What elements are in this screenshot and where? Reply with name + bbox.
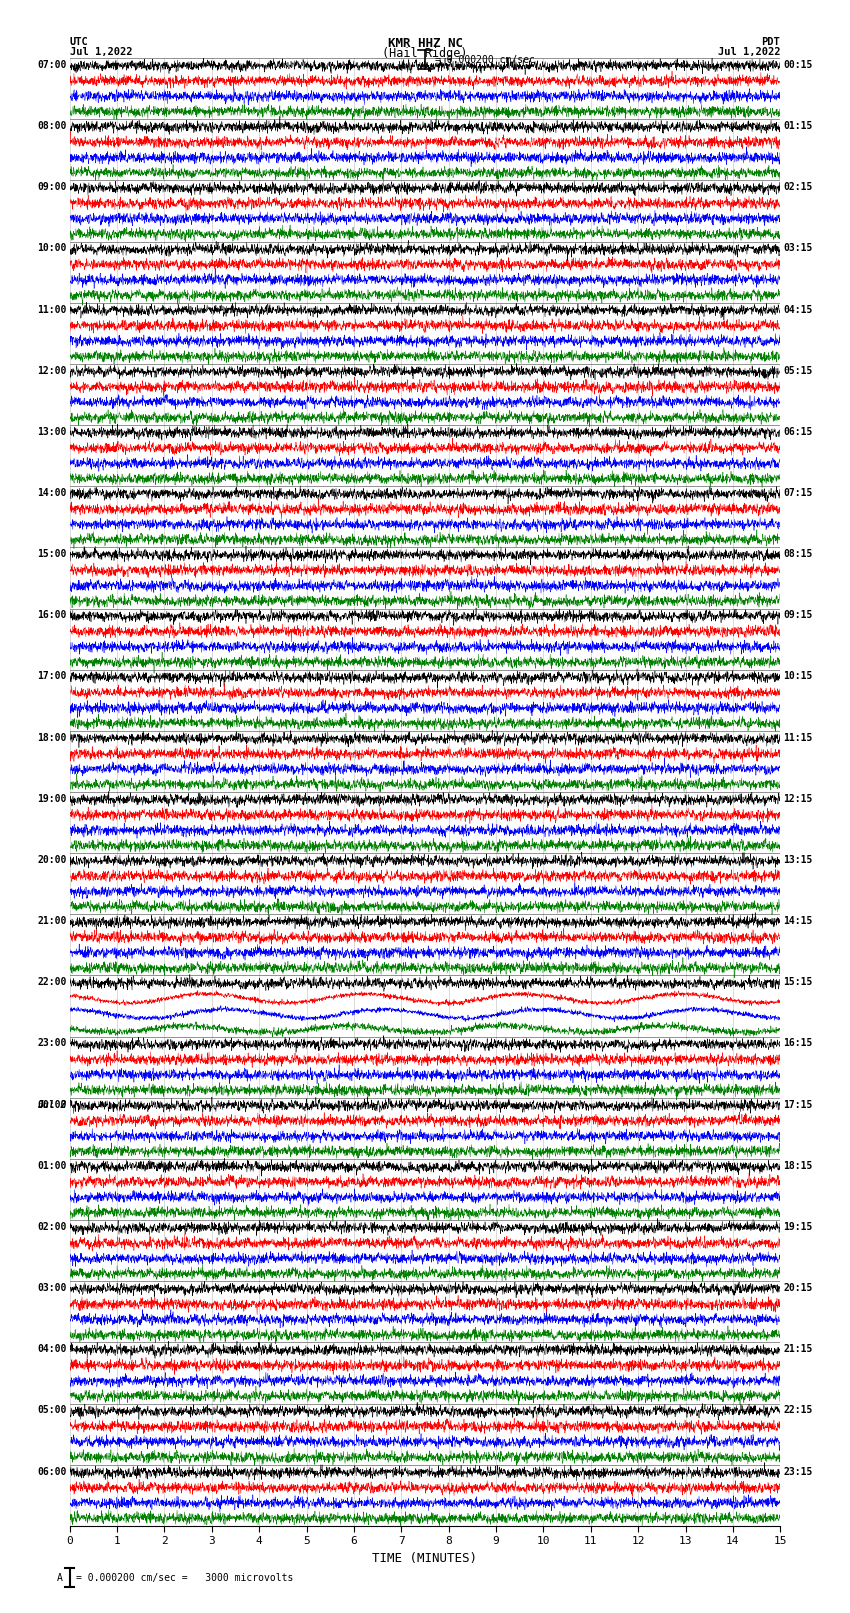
- Text: Jul 1,2022: Jul 1,2022: [717, 47, 780, 56]
- Text: 04:15: 04:15: [783, 305, 813, 315]
- Text: UTC: UTC: [70, 37, 88, 47]
- Text: (Hail Ridge): (Hail Ridge): [382, 47, 468, 60]
- Text: 01:00: 01:00: [37, 1161, 67, 1171]
- Text: 13:00: 13:00: [37, 427, 67, 437]
- Text: 18:15: 18:15: [783, 1161, 813, 1171]
- Text: 16:00: 16:00: [37, 610, 67, 621]
- Text: PDT: PDT: [762, 37, 780, 47]
- Text: 02:00: 02:00: [37, 1223, 67, 1232]
- Text: 22:00: 22:00: [37, 977, 67, 987]
- Text: 03:15: 03:15: [783, 244, 813, 253]
- Text: 20:15: 20:15: [783, 1282, 813, 1294]
- Text: 08:15: 08:15: [783, 548, 813, 560]
- Text: 04:00: 04:00: [37, 1344, 67, 1355]
- Text: = 0.000200 cm/sec: = 0.000200 cm/sec: [435, 55, 536, 65]
- X-axis label: TIME (MINUTES): TIME (MINUTES): [372, 1552, 478, 1565]
- Text: 07:15: 07:15: [783, 489, 813, 498]
- Text: 14:00: 14:00: [37, 489, 67, 498]
- Text: 12:15: 12:15: [783, 794, 813, 803]
- Text: 00:00: 00:00: [37, 1100, 67, 1110]
- Text: Jul 1,2022: Jul 1,2022: [70, 47, 133, 56]
- Text: 21:15: 21:15: [783, 1344, 813, 1355]
- Text: 16:15: 16:15: [783, 1039, 813, 1048]
- Text: 08:00: 08:00: [37, 121, 67, 131]
- Text: 03:00: 03:00: [37, 1282, 67, 1294]
- Text: 17:00: 17:00: [37, 671, 67, 682]
- Text: A: A: [57, 1573, 63, 1582]
- Text: 07:00: 07:00: [37, 60, 67, 69]
- Text: 05:15: 05:15: [783, 366, 813, 376]
- Text: 23:00: 23:00: [37, 1039, 67, 1048]
- Text: 01:15: 01:15: [783, 121, 813, 131]
- Text: 19:15: 19:15: [783, 1223, 813, 1232]
- Text: 10:00: 10:00: [37, 244, 67, 253]
- Text: Jul 2: Jul 2: [37, 1100, 67, 1110]
- Text: 19:00: 19:00: [37, 794, 67, 803]
- Text: 17:15: 17:15: [783, 1100, 813, 1110]
- Text: 13:15: 13:15: [783, 855, 813, 865]
- Text: 10:15: 10:15: [783, 671, 813, 682]
- Text: 11:15: 11:15: [783, 732, 813, 742]
- Text: 00:15: 00:15: [783, 60, 813, 69]
- Text: 21:00: 21:00: [37, 916, 67, 926]
- Text: 18:00: 18:00: [37, 732, 67, 742]
- Text: = 0.000200 cm/sec =   3000 microvolts: = 0.000200 cm/sec = 3000 microvolts: [76, 1573, 294, 1582]
- Text: 23:15: 23:15: [783, 1466, 813, 1476]
- Text: 06:15: 06:15: [783, 427, 813, 437]
- Text: 06:00: 06:00: [37, 1466, 67, 1476]
- Text: 09:00: 09:00: [37, 182, 67, 192]
- Text: 15:00: 15:00: [37, 548, 67, 560]
- Text: 09:15: 09:15: [783, 610, 813, 621]
- Text: 11:00: 11:00: [37, 305, 67, 315]
- Text: 02:15: 02:15: [783, 182, 813, 192]
- Text: 22:15: 22:15: [783, 1405, 813, 1416]
- Text: KMR HHZ NC: KMR HHZ NC: [388, 37, 462, 50]
- Text: 15:15: 15:15: [783, 977, 813, 987]
- Text: 12:00: 12:00: [37, 366, 67, 376]
- Text: 05:00: 05:00: [37, 1405, 67, 1416]
- Text: 14:15: 14:15: [783, 916, 813, 926]
- Text: 20:00: 20:00: [37, 855, 67, 865]
